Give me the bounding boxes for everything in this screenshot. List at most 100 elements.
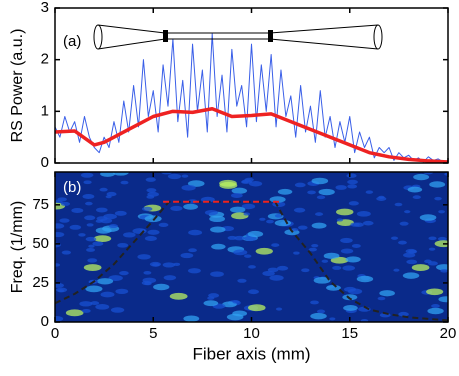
series-line [55, 200, 448, 322]
heatmap-texture [310, 300, 319, 305]
heatmap-texture [115, 288, 129, 295]
heatmap-texture [55, 263, 61, 267]
heatmap-texture [326, 284, 341, 291]
heatmap-texture [419, 214, 437, 221]
heatmap-texture [438, 210, 445, 214]
heatmap-texture [356, 211, 371, 217]
heatmap-texture [293, 251, 300, 255]
heatmap-texture [162, 262, 176, 268]
heatmap-texture [108, 275, 123, 281]
y-tick-label: 75 [32, 196, 49, 213]
heatmap-texture [434, 196, 442, 201]
heatmap-texture [137, 254, 151, 260]
heatmap-texture [277, 188, 293, 195]
heatmap-texture [141, 206, 153, 212]
heatmap-texture [231, 187, 248, 194]
heatmap-texture [232, 300, 240, 304]
heatmap-texture [440, 269, 448, 273]
heatmap-texture [362, 220, 374, 226]
heatmap-texture [342, 294, 358, 301]
heatmap-texture [247, 230, 264, 238]
heatmap-texture [332, 265, 342, 270]
heatmap-texture [92, 241, 104, 247]
y-axis-label: Freq. (1/mm) [9, 201, 26, 293]
heatmap-texture [65, 309, 84, 317]
y-tick-label: 0 [41, 313, 49, 330]
heatmap-texture [437, 236, 447, 241]
heatmap-texture [426, 288, 444, 296]
heatmap-texture [187, 180, 205, 187]
heatmap-texture [187, 268, 201, 274]
heatmap-texture [413, 173, 430, 181]
heatmap-texture [271, 243, 280, 247]
heatmap-texture [95, 207, 108, 213]
heatmap-texture [59, 218, 70, 223]
heatmap-texture [60, 201, 71, 206]
heatmap-texture [180, 252, 194, 259]
heatmap-texture [112, 172, 129, 176]
heatmap-texture [402, 272, 420, 279]
heatmap-texture [316, 195, 326, 200]
panel-label: (b) [63, 179, 81, 196]
heatmap-texture [61, 250, 72, 255]
heatmap-texture [181, 174, 189, 178]
heatmap-texture [55, 316, 64, 322]
heatmap-texture [145, 177, 156, 182]
heatmap-texture [444, 172, 448, 176]
fiber-diagram [93, 24, 383, 50]
heatmap-texture [398, 240, 407, 245]
heatmap-texture [69, 224, 82, 230]
heatmap-texture [347, 288, 363, 295]
heatmap-texture [244, 235, 257, 242]
heatmap-texture [247, 304, 266, 312]
heatmap-texture [347, 184, 358, 189]
heatmap-texture [241, 203, 256, 210]
heatmap-texture [340, 248, 354, 254]
heatmap-texture [84, 215, 96, 221]
heatmap-texture [144, 235, 157, 241]
heatmap-texture [93, 235, 112, 243]
heatmap-texture [227, 235, 237, 240]
heatmap-texture [144, 215, 162, 223]
heatmap-texture [153, 283, 170, 291]
heatmap-texture [123, 232, 136, 238]
spectrogram [55, 172, 448, 322]
heatmap-texture [390, 236, 399, 240]
x-tick-label: 20 [440, 325, 457, 342]
heatmap-texture [147, 229, 160, 235]
heatmap-texture [79, 301, 93, 307]
heatmap-texture [83, 264, 102, 271]
heatmap-texture [248, 181, 263, 187]
x-axis-label: Fiber axis (mm) [192, 344, 310, 363]
heatmap-texture [274, 219, 292, 227]
heatmap-texture [100, 291, 115, 298]
heatmap-texture [398, 311, 409, 317]
series-line [55, 107, 448, 163]
heatmap-texture [399, 221, 409, 226]
heatmap-texture [103, 213, 117, 220]
heatmap-texture [55, 231, 65, 238]
heatmap-texture [313, 277, 331, 284]
heatmap-texture [90, 301, 100, 306]
heatmap-texture [393, 268, 400, 272]
heatmap-texture [424, 259, 432, 264]
heatmap-texture [211, 243, 226, 250]
heatmap-texture [78, 233, 86, 237]
heatmap-texture [55, 223, 65, 229]
heatmap-texture [170, 205, 183, 211]
heatmap-texture [318, 188, 335, 196]
heatmap-texture [152, 263, 160, 267]
heatmap-texture [167, 173, 182, 180]
heatmap-texture [343, 305, 358, 311]
heatmap-texture [376, 196, 387, 201]
heatmap-texture [307, 190, 316, 195]
x-tick-label: 5 [149, 325, 157, 342]
heatmap-texture [147, 191, 160, 197]
heatmap-texture [237, 278, 247, 283]
heatmap-texture [81, 308, 91, 313]
heatmap-texture [234, 235, 245, 241]
heatmap-texture [233, 249, 248, 256]
heatmap-texture [120, 180, 129, 185]
heatmap-texture [321, 259, 329, 263]
